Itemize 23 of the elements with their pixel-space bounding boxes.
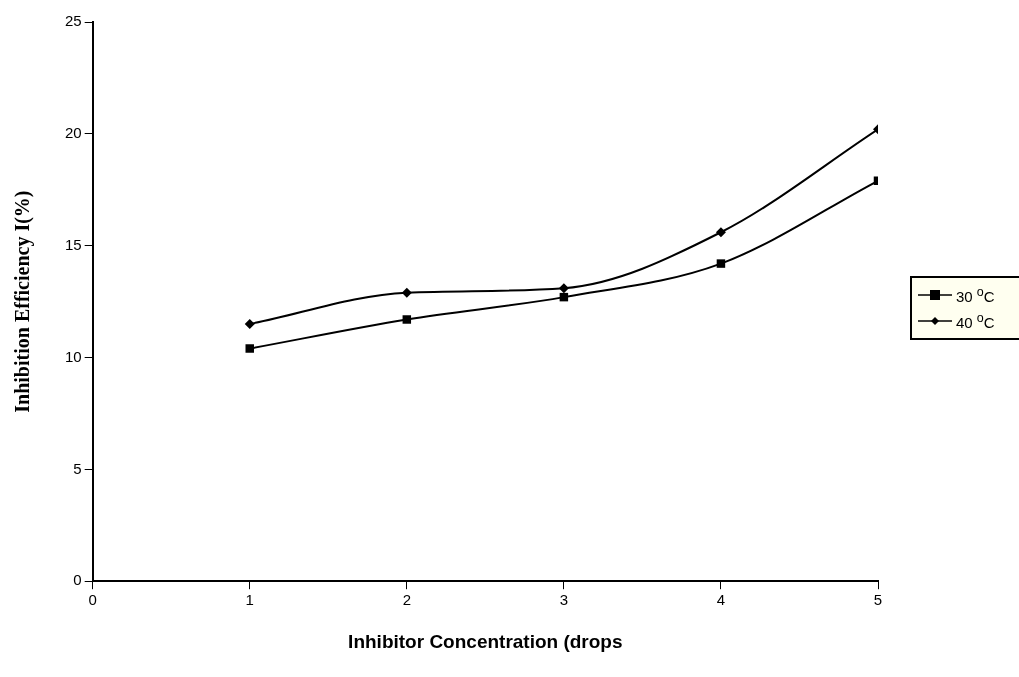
point <box>244 318 255 329</box>
point <box>716 259 726 268</box>
legend-label: 40 $^{o}$C <box>956 311 995 331</box>
y-tick-label: 5 <box>73 459 82 477</box>
point <box>402 315 412 324</box>
legend-label: 30 $^{o}$C <box>956 285 995 305</box>
point <box>245 344 254 353</box>
y-tick-label: 15 <box>65 235 82 253</box>
x-tick-label: 2 <box>402 591 411 609</box>
x-tick-label: 1 <box>245 591 254 609</box>
y-tick-label: 0 <box>73 571 82 589</box>
point <box>401 287 412 298</box>
x-axis-title: Inhibitor Concentration (drops <box>348 630 623 652</box>
point <box>715 227 726 238</box>
y-tick-label: 10 <box>65 347 82 365</box>
point <box>558 283 569 294</box>
x-tick-label: 0 <box>88 591 97 609</box>
y-tick-label: 25 <box>65 12 82 30</box>
x-tick-label: 3 <box>559 591 569 609</box>
y-axis-title: Inhibition Efficiency I(%) <box>11 190 35 413</box>
x-tick-label: 4 <box>716 591 726 609</box>
x-tick-label: 5 <box>873 591 883 609</box>
y-tick-label: 20 <box>65 123 82 141</box>
